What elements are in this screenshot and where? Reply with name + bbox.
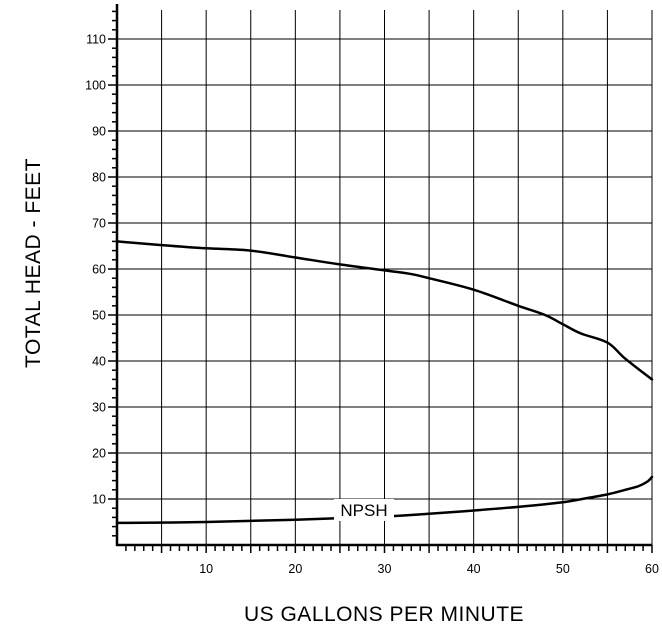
x-axis-title: US GALLONS PER MINUTE bbox=[244, 603, 524, 626]
npsh-label-background bbox=[333, 498, 394, 521]
y-tick-label: 70 bbox=[92, 217, 106, 231]
y-tick-label: 90 bbox=[92, 125, 106, 139]
x-tick-label: 50 bbox=[556, 562, 570, 576]
x-tick-label: 30 bbox=[378, 562, 392, 576]
minor-ticks bbox=[108, 10, 653, 553]
y-tick-label: 110 bbox=[86, 33, 106, 47]
x-tick-label: 40 bbox=[467, 562, 481, 576]
x-tick-label: 60 bbox=[645, 562, 659, 576]
y-tick-label: 50 bbox=[92, 309, 106, 323]
npsh-curve bbox=[115, 475, 654, 525]
y-tick-label: 10 bbox=[92, 493, 106, 507]
y-tick-label: 100 bbox=[85, 79, 106, 93]
y-tick-labels: 10 20 30 40 50 60 70 80 90 100 110 bbox=[85, 33, 106, 507]
grid-lines bbox=[117, 10, 653, 545]
y-tick-label: 80 bbox=[92, 171, 106, 185]
x-tick-labels: 10 20 30 40 50 60 bbox=[199, 562, 659, 576]
y-tick-label: 20 bbox=[92, 447, 106, 461]
curve-labels: NPSH bbox=[333, 498, 394, 521]
y-axis-title: TOTAL HEAD - FEET bbox=[22, 158, 45, 368]
y-tick-label: 60 bbox=[92, 263, 106, 277]
npsh-label: NPSH bbox=[340, 501, 387, 520]
axes bbox=[115, 4, 652, 547]
y-tick-label: 40 bbox=[92, 355, 106, 369]
x-tick-label: 10 bbox=[199, 562, 213, 576]
series-curves bbox=[115, 240, 654, 525]
x-tick-label: 20 bbox=[288, 562, 302, 576]
y-tick-label: 30 bbox=[92, 401, 106, 415]
head-capacity-curve bbox=[115, 240, 654, 381]
